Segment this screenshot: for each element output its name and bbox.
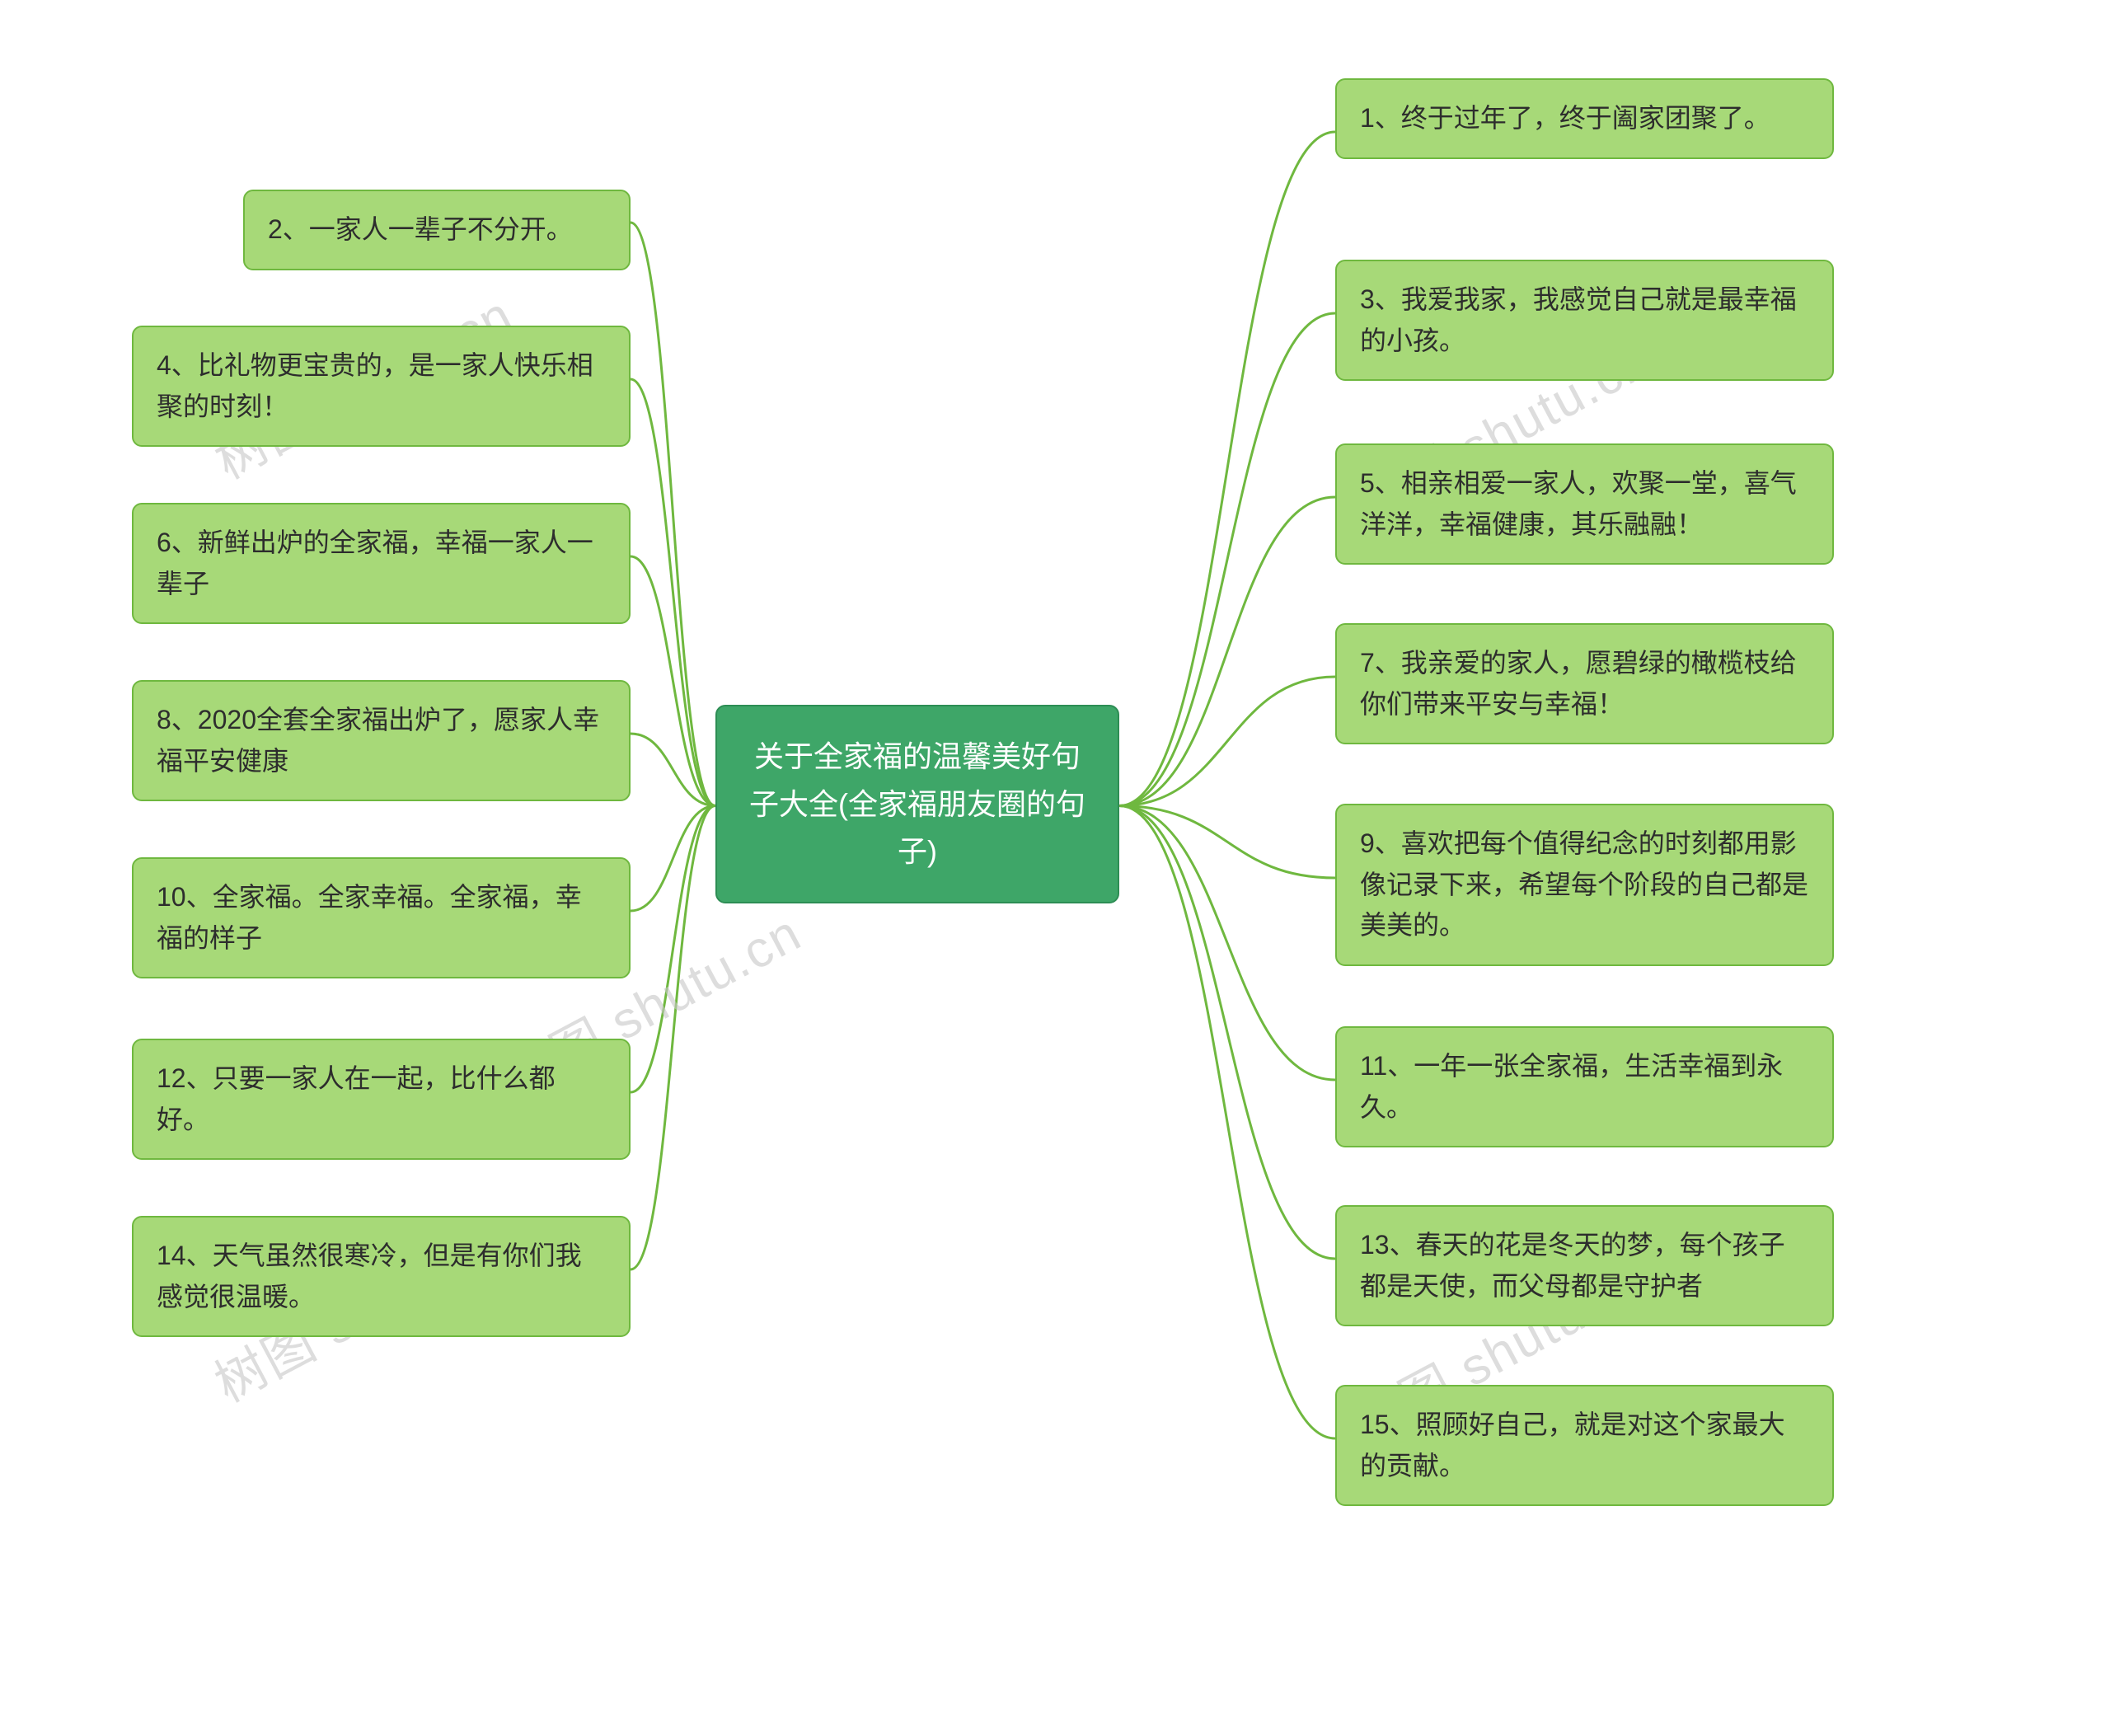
leaf-left-1: 4、比礼物更宝贵的，是一家人快乐相聚的时刻！ bbox=[132, 326, 631, 447]
leaf-right-1: 3、我爱我家，我感觉自己就是最幸福的小孩。 bbox=[1335, 260, 1834, 381]
leaf-right-5: 11、一年一张全家福，生活幸福到永久。 bbox=[1335, 1026, 1834, 1147]
leaf-left-6: 14、天气虽然很寒冷，但是有你们我感觉很温暖。 bbox=[132, 1216, 631, 1337]
leaf-left-0: 2、一家人一辈子不分开。 bbox=[243, 190, 631, 270]
leaf-left-2: 6、新鲜出炉的全家福，幸福一家人一辈子 bbox=[132, 503, 631, 624]
mindmap-container: 关于全家福的温馨美好句子大全(全家福朋友圈的句子) 2、一家人一辈子不分开。 4、比… bbox=[0, 0, 2110, 1736]
leaf-right-7: 15、照顾好自己，就是对这个家最大的贡献。 bbox=[1335, 1385, 1834, 1506]
leaf-left-4: 10、全家福。全家幸福。全家福，幸福的样子 bbox=[132, 857, 631, 978]
leaf-right-3: 7、我亲爱的家人，愿碧绿的橄榄枝给你们带来平安与幸福！ bbox=[1335, 623, 1834, 744]
leaf-left-5: 12、只要一家人在一起，比什么都好。 bbox=[132, 1039, 631, 1160]
leaf-left-3: 8、2020全套全家福出炉了，愿家人幸福平安健康 bbox=[132, 680, 631, 801]
center-node: 关于全家福的温馨美好句子大全(全家福朋友圈的句子) bbox=[715, 705, 1119, 903]
leaf-right-0: 1、终于过年了，终于阖家团聚了。 bbox=[1335, 78, 1834, 159]
leaf-right-4: 9、喜欢把每个值得纪念的时刻都用影像记录下来，希望每个阶段的自己都是美美的。 bbox=[1335, 804, 1834, 966]
leaf-right-6: 13、春天的花是冬天的梦，每个孩子都是天使，而父母都是守护者 bbox=[1335, 1205, 1834, 1326]
leaf-right-2: 5、相亲相爱一家人，欢聚一堂，喜气洋洋，幸福健康，其乐融融！ bbox=[1335, 443, 1834, 565]
